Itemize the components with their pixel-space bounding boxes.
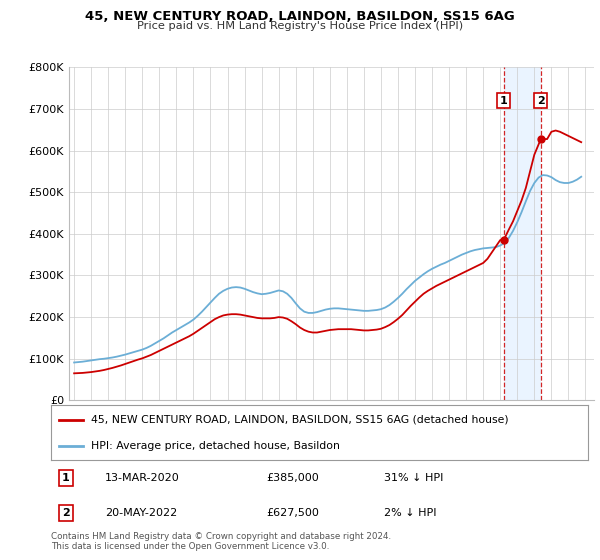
Text: 1: 1 [62,473,70,483]
Bar [503,67,541,400]
Text: HPI: Average price, detached house, Basildon: HPI: Average price, detached house, Basi… [91,441,340,451]
Text: 45, NEW CENTURY ROAD, LAINDON, BASILDON, SS15 6AG (detached house): 45, NEW CENTURY ROAD, LAINDON, BASILDON,… [91,415,509,424]
Text: 2% ↓ HPI: 2% ↓ HPI [384,508,436,517]
Text: 2: 2 [62,508,70,517]
Text: 45, NEW CENTURY ROAD, LAINDON, BASILDON, SS15 6AG: 45, NEW CENTURY ROAD, LAINDON, BASILDON,… [85,10,515,23]
Text: £627,500: £627,500 [266,508,319,517]
Text: 20-MAY-2022: 20-MAY-2022 [105,508,177,517]
Text: £385,000: £385,000 [266,473,319,483]
Text: 1: 1 [500,96,508,105]
Text: Contains HM Land Registry data © Crown copyright and database right 2024.
This d: Contains HM Land Registry data © Crown c… [51,532,391,552]
Text: 31% ↓ HPI: 31% ↓ HPI [384,473,443,483]
Text: 2: 2 [537,96,545,105]
Text: 13-MAR-2020: 13-MAR-2020 [105,473,179,483]
Text: Price paid vs. HM Land Registry's House Price Index (HPI): Price paid vs. HM Land Registry's House … [137,21,463,31]
